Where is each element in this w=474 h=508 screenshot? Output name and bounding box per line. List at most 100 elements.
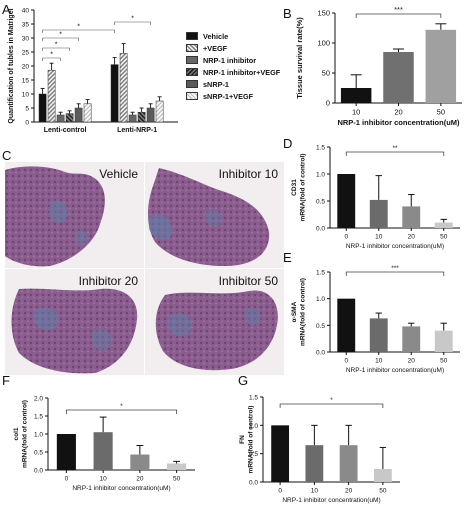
legend-label: Vehicle xyxy=(203,31,229,41)
tissue-image xyxy=(145,269,284,375)
bar xyxy=(340,88,372,103)
x-axis-label: NRP-1 inhibitor concentration(uM) xyxy=(72,485,170,492)
y-tick-label: 1.0 xyxy=(249,423,258,430)
bar xyxy=(373,468,392,482)
bar xyxy=(337,174,356,228)
x-tick-label: 20 xyxy=(408,234,416,241)
x-tick-label: 50 xyxy=(440,234,448,241)
bar xyxy=(305,445,324,482)
x-axis-label: NRP-1 inhibitor concentration(uM) xyxy=(346,243,444,250)
panel-letter-c: C xyxy=(2,148,12,163)
chart-d: 0.0 0.5 1.0 1.5 0 10 20 50 NRP-1 inhibitor conce… xyxy=(291,145,460,250)
y-tick-label: 5 xyxy=(25,106,29,113)
significance-bracket xyxy=(42,47,70,51)
y-tick-label: 50 xyxy=(322,69,330,78)
y-tick-label: 1.5 xyxy=(316,270,325,277)
bar xyxy=(369,199,388,228)
significance-label: *** xyxy=(391,265,399,272)
legend-label: sNRP-1 xyxy=(203,79,229,89)
significance-label: * xyxy=(330,397,333,404)
x-tick-label: 0 xyxy=(278,488,282,495)
y-tick-label: 1.0 xyxy=(34,432,43,439)
x-axis-label: NRP-1 inhibitor concentration(uM) xyxy=(337,118,460,127)
y-tick-label: 1.5 xyxy=(316,145,325,152)
bar xyxy=(74,107,83,123)
y-axis-label: CD31 xyxy=(291,179,298,196)
y-axis-label: mRNA(fold of control) xyxy=(300,154,307,222)
bar xyxy=(128,114,137,123)
y-tick-label: 0.5 xyxy=(249,451,258,458)
y-tick-label: 30 xyxy=(22,36,30,43)
y-tick-label: 0.0 xyxy=(34,468,43,475)
significance-label: ** xyxy=(392,145,398,152)
bar xyxy=(38,93,47,123)
chart-e: 0.0 0.5 1.0 1.5 0 10 20 50 NRP-1 inhibitor conce… xyxy=(291,265,460,374)
x-tick-label: 50 xyxy=(440,358,448,365)
legend-item: sNRP-1 xyxy=(186,78,280,90)
panel-letter-b: B xyxy=(283,6,292,21)
bar xyxy=(337,298,356,352)
micrograph-inhibitor-10: Inhibitor 10 xyxy=(145,162,284,268)
legend-label: +VEGF xyxy=(203,43,228,53)
y-axis-label: col1 xyxy=(13,427,20,440)
tissue-image xyxy=(5,269,144,375)
significance-bracket xyxy=(42,37,79,41)
x-tick-label: 50 xyxy=(173,476,181,483)
legend-item: NRP-1 inhibitor+VEGF xyxy=(186,66,280,78)
x-tick-label: 10 xyxy=(375,234,383,241)
significance-bracket xyxy=(279,403,384,408)
significance-bracket xyxy=(345,151,445,156)
bar xyxy=(110,64,119,123)
legend-item: NRP-1 inhibitor xyxy=(186,54,280,66)
y-axis-label: Quantification of tubles in Matrigel xyxy=(8,8,15,123)
x-tick-label: 20 xyxy=(345,488,353,495)
significance-bracket xyxy=(114,21,151,25)
y-tick-label: 0.0 xyxy=(316,350,325,357)
x-tick-label: 20 xyxy=(136,476,144,483)
y-tick-label: 25 xyxy=(22,50,30,57)
micrograph-label: Inhibitor 50 xyxy=(218,274,278,288)
bar xyxy=(119,53,128,123)
y-tick-label: 0 xyxy=(326,99,330,108)
significance-label: * xyxy=(50,52,53,59)
y-tick-label: 15 xyxy=(22,78,30,85)
y-tick-label: 0.5 xyxy=(316,199,325,206)
y-tick-label: 1.0 xyxy=(316,172,325,179)
y-tick-label: 0.5 xyxy=(316,323,325,330)
bar xyxy=(130,454,150,470)
bar xyxy=(56,434,76,470)
bar xyxy=(56,114,65,123)
y-tick-label: 2.0 xyxy=(34,396,43,403)
legend-label: NRP-1 inhibitor xyxy=(203,55,257,65)
panel-letter-g: G xyxy=(238,373,249,388)
significance-label: * xyxy=(131,16,134,23)
x-tick-label: 50 xyxy=(379,488,387,495)
bar xyxy=(65,113,74,123)
micrograph-vehicle: Vehicle xyxy=(5,162,144,268)
significance-bracket xyxy=(65,409,178,414)
tissue-image xyxy=(145,162,284,268)
bar xyxy=(402,206,421,228)
y-tick-label: 0.5 xyxy=(34,450,43,457)
y-tick-label: 0.0 xyxy=(316,226,325,233)
legend-swatch xyxy=(186,32,198,40)
x-tick-label: 10 xyxy=(100,476,108,483)
significance-bracket xyxy=(355,13,442,18)
significance-bracket xyxy=(42,29,115,33)
significance-label: *** xyxy=(394,5,403,14)
panel-letter-f: F xyxy=(2,373,10,388)
x-tick-label: Lenti-NRP-1 xyxy=(117,127,157,134)
panel-letter-d: D xyxy=(283,136,293,151)
micrograph-label: Inhibitor 10 xyxy=(218,167,278,181)
chart-a: 0 5 10 15 20 25 30 35 40 Quantification of tubles… xyxy=(8,8,178,134)
bar xyxy=(93,432,113,470)
x-tick-label: 20 xyxy=(394,108,402,117)
y-axis-label: α-SMA xyxy=(291,301,298,322)
bar xyxy=(146,107,155,123)
y-tick-label: 10 xyxy=(22,92,30,99)
significance-bracket xyxy=(345,271,445,276)
bar xyxy=(271,425,290,482)
tissue-image xyxy=(5,162,144,268)
